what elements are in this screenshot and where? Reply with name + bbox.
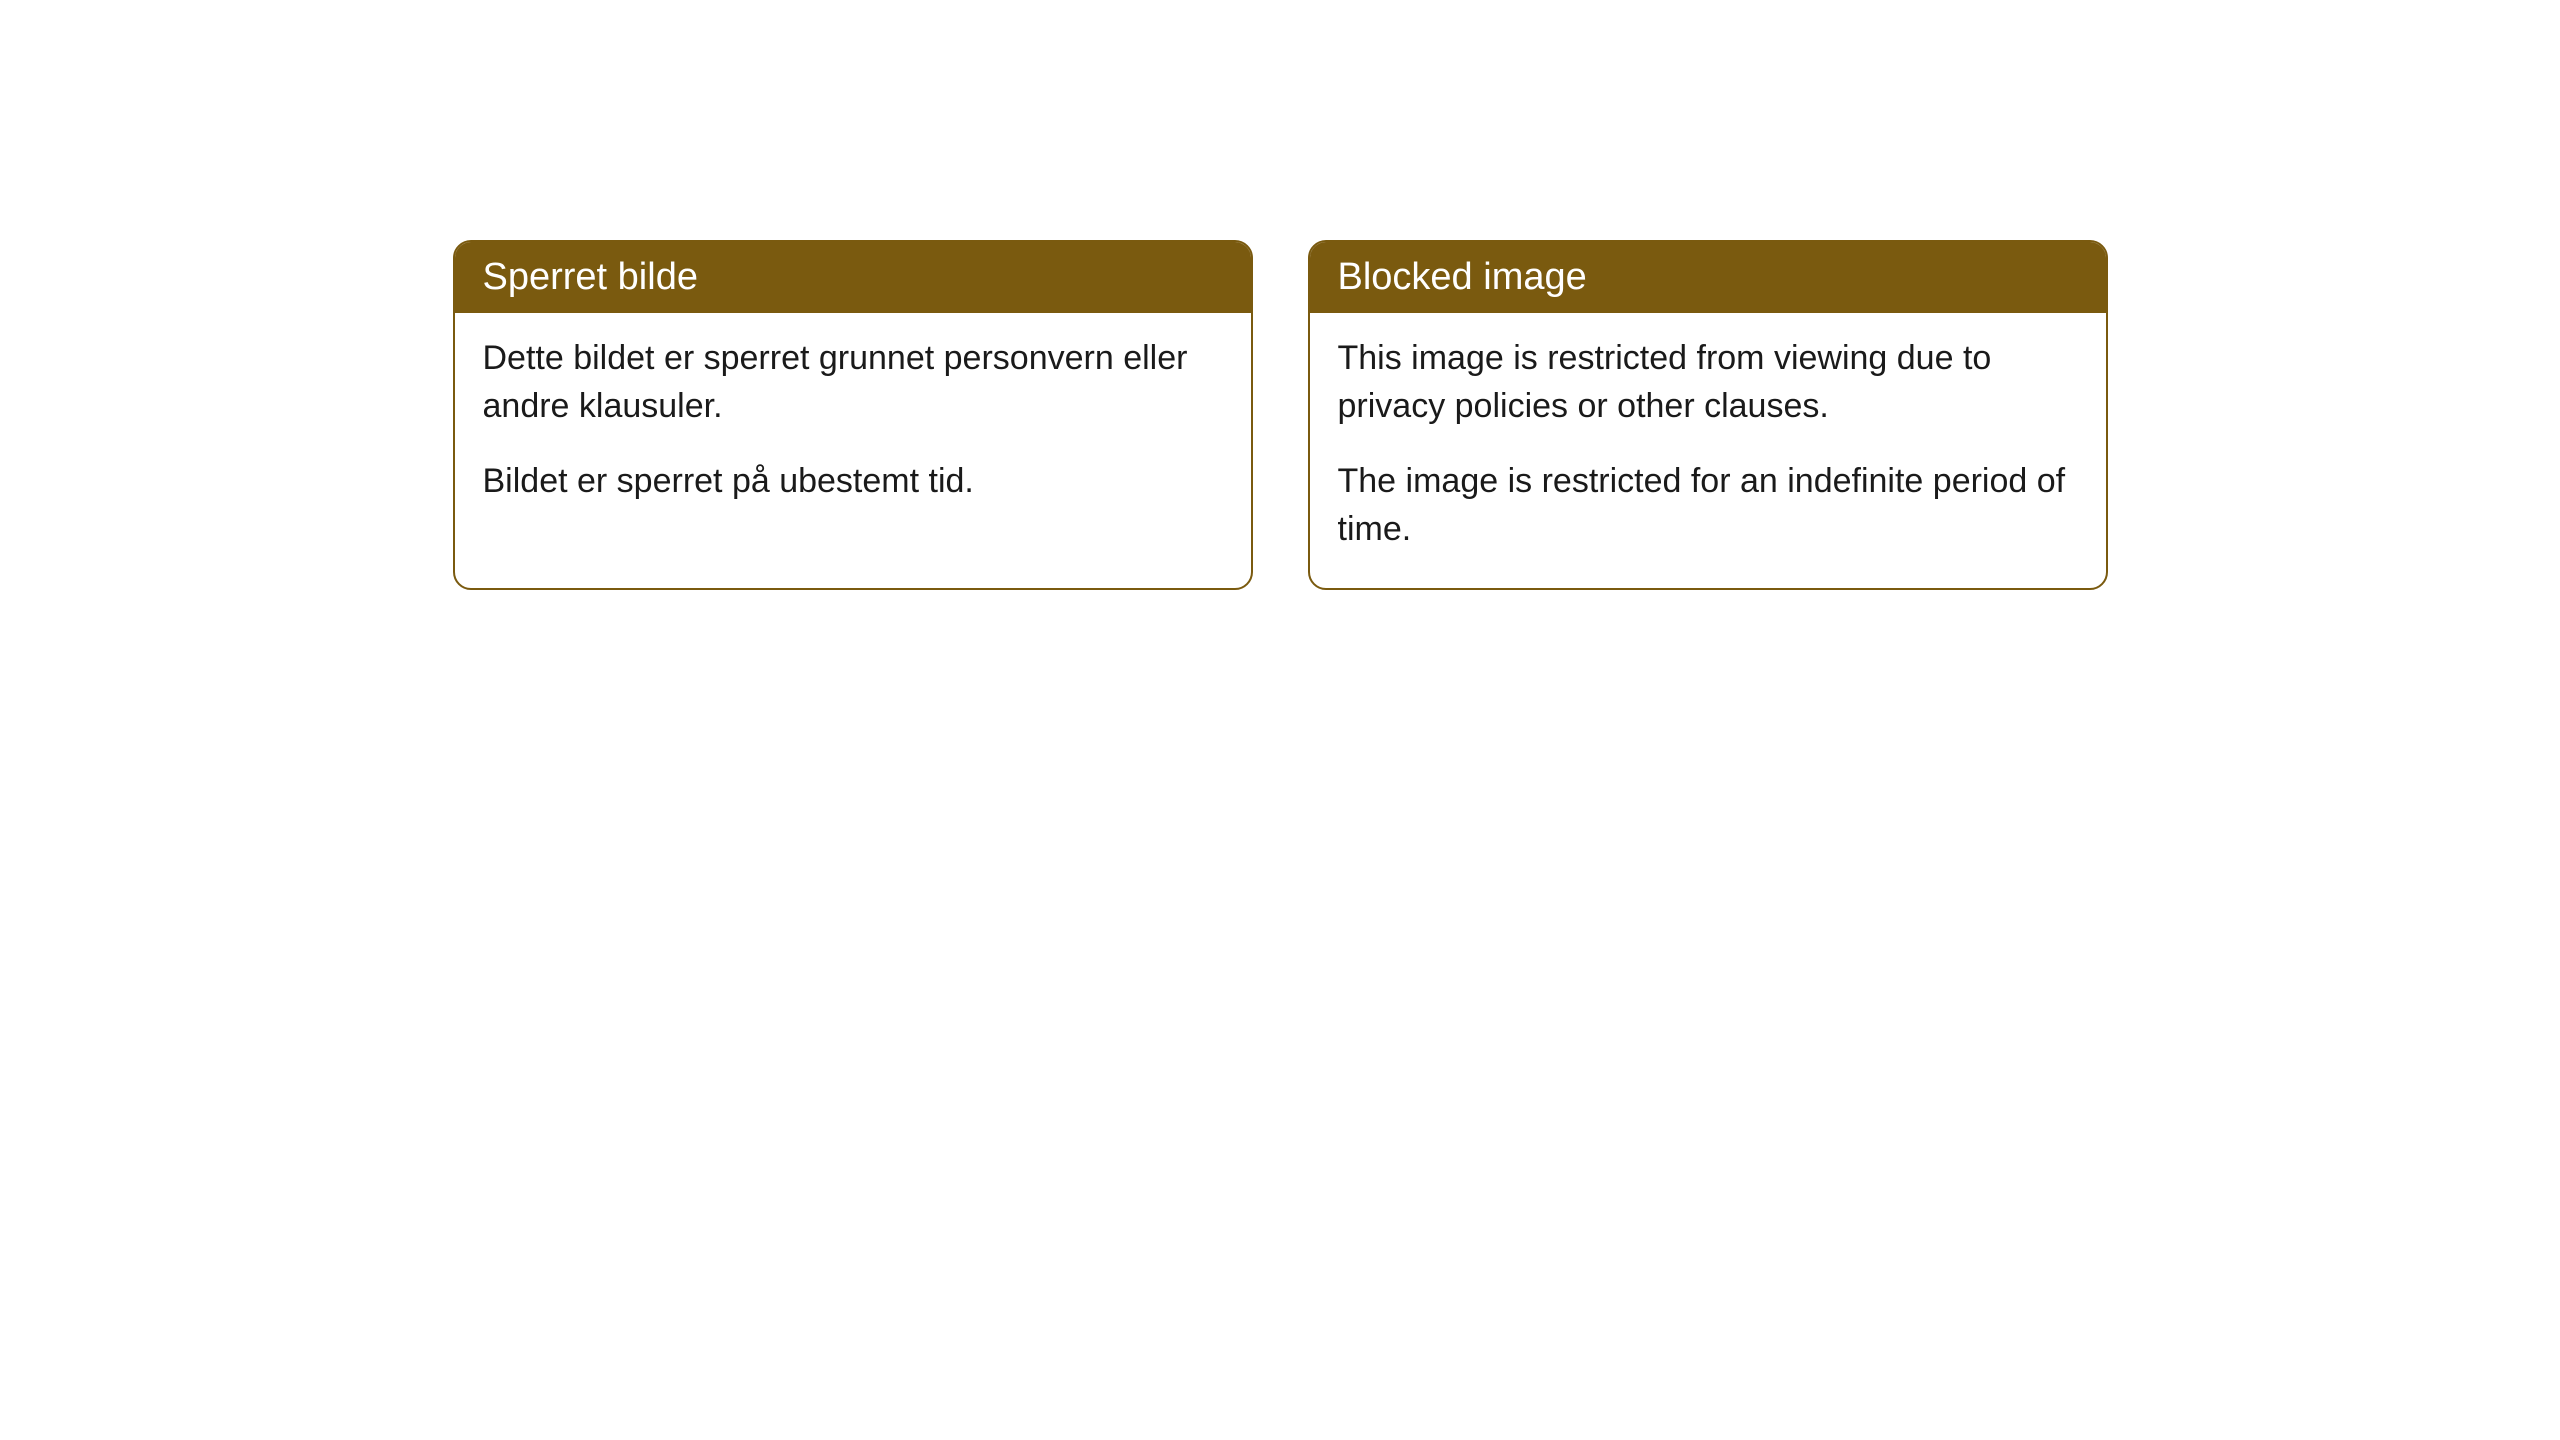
card-body-english: This image is restricted from viewing du… bbox=[1310, 313, 2106, 588]
card-english: Blocked image This image is restricted f… bbox=[1308, 240, 2108, 590]
card-header-norwegian: Sperret bilde bbox=[455, 242, 1251, 313]
card-norwegian: Sperret bilde Dette bildet er sperret gr… bbox=[453, 240, 1253, 590]
card-body-norwegian: Dette bildet er sperret grunnet personve… bbox=[455, 313, 1251, 541]
card-paragraph: Dette bildet er sperret grunnet personve… bbox=[483, 335, 1223, 430]
cards-container: Sperret bilde Dette bildet er sperret gr… bbox=[0, 240, 2560, 590]
card-paragraph: The image is restricted for an indefinit… bbox=[1338, 458, 2078, 553]
card-paragraph: Bildet er sperret på ubestemt tid. bbox=[483, 458, 1223, 506]
card-title: Blocked image bbox=[1338, 256, 1587, 298]
card-title: Sperret bilde bbox=[483, 256, 698, 298]
card-header-english: Blocked image bbox=[1310, 242, 2106, 313]
card-paragraph: This image is restricted from viewing du… bbox=[1338, 335, 2078, 430]
